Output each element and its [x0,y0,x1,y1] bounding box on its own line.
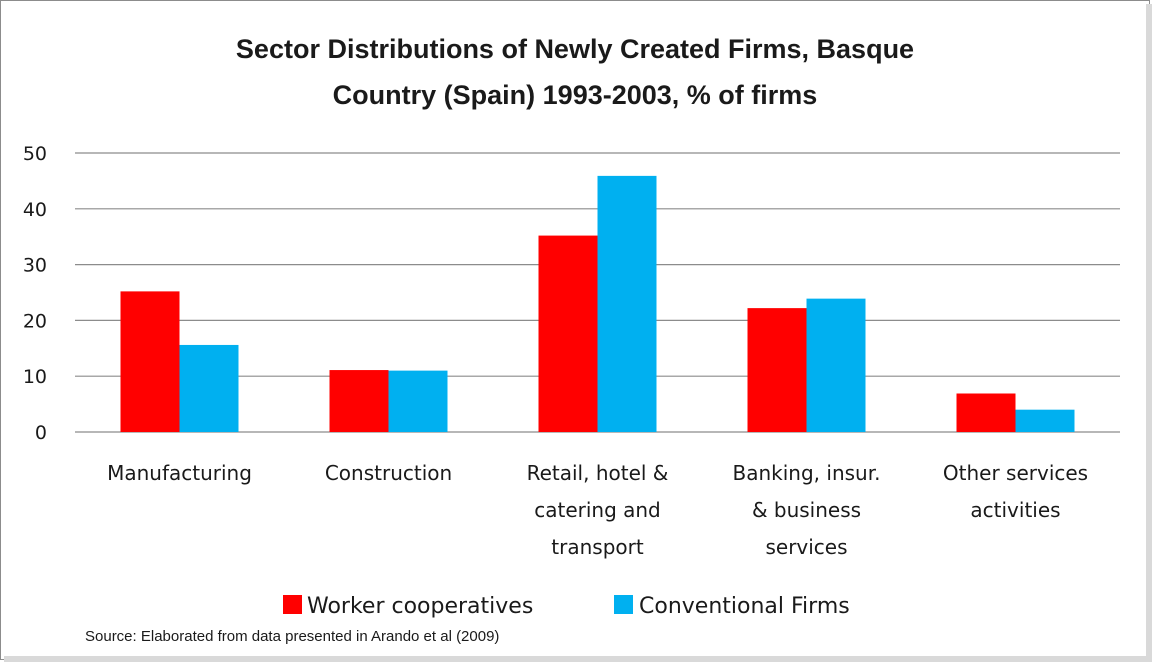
x-category-label: Retail, hotel & [527,461,669,485]
bar-conventional-firms-2 [597,175,657,433]
bar-worker-cooperatives-3 [747,308,807,432]
y-tick-label: 10 [23,366,47,388]
legend-label-worker-cooperatives: Worker cooperatives [307,594,533,619]
source-note: Source: Elaborated from data presented i… [85,628,499,645]
bars [120,175,1075,433]
x-axis-categories: Manufacturing Construction Retail, hotel &… [107,461,1088,559]
chart-title-line-2: Country (Spain) 1993-2003, % of firms [333,80,818,110]
bar-worker-cooperatives-1 [329,370,389,432]
bar-conventional-firms-3 [806,298,866,432]
x-category-label: activities [970,498,1060,522]
x-category-label: Manufacturing [107,461,252,485]
x-category-label: transport [551,535,644,559]
frame-shadow [1146,4,1152,662]
chart-title-line-1: Sector Distributions of Newly Created Fi… [236,34,914,64]
x-category-label: services [765,535,847,559]
bar-worker-cooperatives-4 [956,393,1016,432]
y-tick-label: 30 [23,255,47,277]
legend: Worker cooperatives Conventional Firms [283,594,850,619]
frame-shadow [4,656,1152,662]
bar-worker-cooperatives-2 [538,235,598,432]
bar-conventional-firms-4 [1015,409,1075,432]
x-category-label: & business [752,498,861,522]
legend-swatch-worker-cooperatives [283,595,302,614]
x-category-label: Construction [325,461,452,485]
x-category-label: Other services [943,461,1088,485]
bar-worker-cooperatives-0 [120,291,180,432]
y-tick-label: 40 [23,199,47,221]
y-axis-ticks: 0 10 20 30 40 50 [23,143,47,444]
legend-swatch-conventional-firms [614,595,633,614]
bar-conventional-firms-1 [388,370,448,432]
legend-label-conventional-firms: Conventional Firms [639,594,850,619]
x-category-label: catering and [534,498,661,522]
bar-conventional-firms-0 [179,344,239,432]
y-tick-label: 50 [23,143,47,165]
y-tick-label: 0 [35,422,47,444]
y-tick-label: 20 [23,310,47,332]
x-category-label: Banking, insur. [733,461,881,485]
